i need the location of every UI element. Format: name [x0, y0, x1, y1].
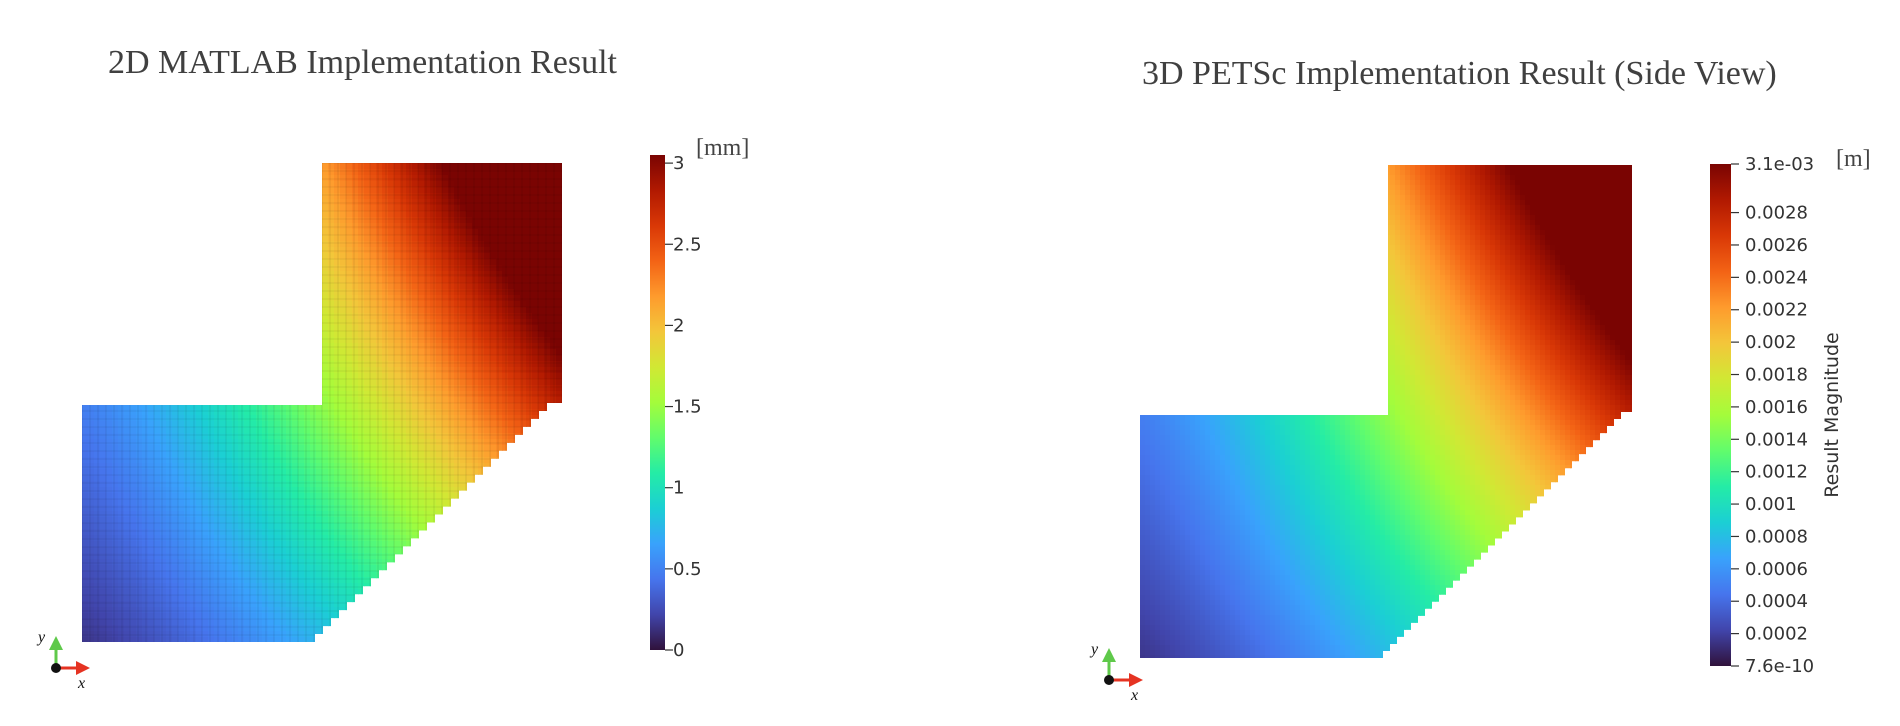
right-displacement-field: [1140, 165, 1632, 658]
x-axis-arrow: [56, 661, 90, 675]
left-colorbar-tick-label: 2: [673, 315, 684, 336]
left-colorbar: 0 0.5 1 1.5 2 2.5 3 [mm]: [650, 135, 749, 661]
x-axis-label: x: [77, 675, 85, 692]
right-colorbar-tick-label: 0.0018: [1745, 365, 1808, 386]
right-colorbar-unit: [m]: [1836, 146, 1871, 172]
right-chart-title: 3D PETSc Implementation Result (Side Vie…: [1142, 55, 1777, 92]
y-axis-label: y: [1089, 641, 1099, 658]
right-colorbar-tick-label: 0.002: [1745, 332, 1797, 353]
left-colorbar-ticks: 0 0.5 1 1.5 2 2.5 3: [665, 153, 702, 661]
right-colorbar-gradient: [1710, 164, 1731, 666]
right-colorbar-tick-label: 0.0008: [1745, 526, 1808, 547]
left-plot: 00.511.522.53 [mm] yx: [36, 135, 749, 692]
right-colorbar-title: Result Magnitude: [1821, 332, 1843, 497]
right-axis-triad: yx: [1089, 641, 1143, 704]
x-axis-label: x: [1130, 687, 1138, 704]
left-colorbar-tick-label: 3: [673, 153, 684, 174]
right-colorbar-tick-label: 0.0016: [1745, 397, 1808, 418]
right-colorbar-ticks: 3.1e-03 0.0028 0.0026 0.0024 0.0022 0.002 0.00…: [1731, 154, 1814, 677]
left-colorbar-tick-label: 1: [673, 478, 684, 499]
right-colorbar-tick-label: 0.0012: [1745, 462, 1808, 483]
right-colorbar-tick-label: 7.6e-10: [1745, 656, 1814, 677]
right-plot: 3.1e-03 0.0028 0.0026 0.0024 0.0022 0.002 0.00…: [1089, 146, 1871, 704]
x-axis-arrow: [1109, 673, 1143, 687]
right-colorbar-tick-label: 0.001: [1745, 494, 1797, 515]
left-colorbar-tick-label: 2.5: [673, 234, 702, 255]
right-colorbar-tick-label: 0.0014: [1745, 429, 1808, 450]
right-colorbar-tick-label: 0.0028: [1745, 203, 1808, 224]
right-colorbar: 3.1e-03 0.0028 0.0026 0.0024 0.0022 0.002 0.00…: [1710, 146, 1871, 677]
right-colorbar-tick-label: 3.1e-03: [1745, 154, 1814, 175]
axis-origin: [51, 663, 61, 673]
right-colorbar-tick-label: 0.0006: [1745, 559, 1808, 580]
right-colorbar-tick-label: 0.0002: [1745, 624, 1808, 645]
left-colorbar-gradient: [650, 155, 665, 650]
left-colorbar-tick-label: 0.5: [673, 559, 702, 580]
axis-origin: [1104, 675, 1114, 685]
right-colorbar-tick-label: 0.0026: [1745, 235, 1808, 256]
left-chart-title: 2D MATLAB Implementation Result: [108, 44, 618, 81]
left-mesh-grid: [82, 163, 562, 642]
right-colorbar-tick-label: 0.0004: [1745, 591, 1808, 612]
y-axis-label: y: [36, 629, 46, 646]
left-axis-triad: yx: [36, 629, 90, 692]
left-colorbar-unit: [mm]: [696, 135, 749, 161]
right-colorbar-tick-label: 0.0022: [1745, 300, 1808, 321]
right-colorbar-tick-label: 0.0024: [1745, 267, 1808, 288]
left-colorbar-tick-label: 1.5: [673, 397, 702, 418]
left-colorbar-tick-label: 0: [673, 640, 684, 661]
